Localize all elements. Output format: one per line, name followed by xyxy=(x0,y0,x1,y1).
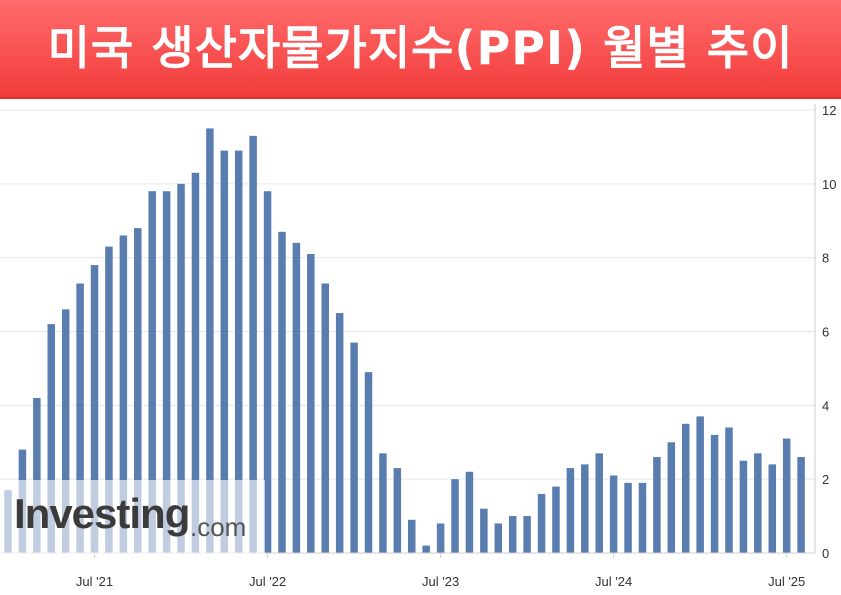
bar-2024-10 xyxy=(653,457,661,553)
bar-2022-03 xyxy=(206,128,214,553)
bar-2025-05 xyxy=(754,453,762,553)
bar-2024-04 xyxy=(566,468,575,553)
bar-2021-06 xyxy=(76,283,84,553)
bar-2025-07 xyxy=(782,438,791,553)
investing-logo-suffix: .com xyxy=(190,512,247,542)
bar-2022-02 xyxy=(191,172,200,553)
bar-2021-11 xyxy=(148,191,156,553)
bar-2023-07 xyxy=(436,523,445,553)
bar-2022-09 xyxy=(292,242,301,553)
bar-2024-08 xyxy=(624,482,632,553)
x-tick-label-2023-07: Jul '23 xyxy=(422,574,459,589)
x-tick-label-2022-07: Jul '22 xyxy=(249,574,286,589)
bar-series xyxy=(4,128,805,554)
bar-2023-09 xyxy=(465,471,474,553)
bar-2021-10 xyxy=(134,228,142,553)
bar-2022-05 xyxy=(234,150,243,554)
bar-2021-03 xyxy=(33,397,41,553)
bar-2025-08 xyxy=(797,457,805,553)
bar-2024-09 xyxy=(638,482,647,553)
bar-2022-06 xyxy=(249,135,257,553)
bar-2025-06 xyxy=(768,464,777,553)
bar-2023-08 xyxy=(451,479,459,553)
bar-2021-07 xyxy=(90,265,99,553)
y-tick-label-6: 6 xyxy=(822,325,829,340)
bar-2022-04 xyxy=(220,150,229,554)
bar-2024-02 xyxy=(537,493,546,553)
bar-2024-05 xyxy=(581,464,589,553)
chart-title: 미국 생산자물가지수(PPI) 월별 추이 xyxy=(47,21,794,75)
bar-2022-08 xyxy=(278,231,286,553)
bar-2022-07 xyxy=(263,191,272,553)
bar-2025-02 xyxy=(710,434,719,553)
bar-2021-05 xyxy=(61,309,70,553)
bar-2022-10 xyxy=(307,253,315,554)
bar-2024-11 xyxy=(667,442,676,553)
bar-2025-04 xyxy=(739,460,748,553)
watermark-backdrop xyxy=(0,480,265,555)
y-tick-label-0: 0 xyxy=(822,546,829,561)
x-tick-labels: Jul '21 Jul '22 Jul '23 Jul '24 Jul '25 xyxy=(76,553,805,589)
bar-2023-05 xyxy=(408,519,416,553)
bar-2023-02 xyxy=(364,372,373,553)
bar-2023-04 xyxy=(393,468,402,553)
bar-2025-01 xyxy=(696,416,704,553)
y-tick-label-2: 2 xyxy=(822,472,829,487)
x-tick-label-2025-07: Jul '25 xyxy=(768,574,805,589)
bar-2021-08 xyxy=(105,246,113,553)
bar-2021-12 xyxy=(162,191,171,553)
bar-2022-01 xyxy=(177,183,185,553)
bar-2023-10 xyxy=(480,508,488,553)
bar-2023-03 xyxy=(379,453,387,553)
bar-2024-07 xyxy=(609,475,618,553)
bar-2024-01 xyxy=(523,516,531,553)
y-tick-label-10: 10 xyxy=(822,177,836,192)
bar-2021-09 xyxy=(119,235,128,553)
bar-2024-06 xyxy=(595,453,603,553)
title-banner xyxy=(0,0,841,99)
bar-2022-11 xyxy=(321,283,329,553)
y-tick-label-12: 12 xyxy=(822,103,836,118)
y-tick-labels: 0 2 4 6 8 10 12 xyxy=(822,103,836,561)
bar-2024-03 xyxy=(552,486,560,553)
y-tick-label-4: 4 xyxy=(822,398,829,413)
bar-2021-04 xyxy=(47,324,56,553)
investing-logo: Investing xyxy=(14,490,190,537)
bar-2025-03 xyxy=(725,427,733,553)
x-tick-label-2021-07: Jul '21 xyxy=(76,574,113,589)
bar-2023-06 xyxy=(422,545,430,553)
bar-2022-12 xyxy=(335,313,344,553)
y-tick-label-8: 8 xyxy=(822,251,829,266)
bar-2023-11 xyxy=(494,523,503,553)
bar-2024-12 xyxy=(681,423,690,553)
bar-2023-01 xyxy=(350,342,358,553)
x-tick-label-2024-07: Jul '24 xyxy=(595,574,632,589)
bar-2023-12 xyxy=(508,516,517,553)
